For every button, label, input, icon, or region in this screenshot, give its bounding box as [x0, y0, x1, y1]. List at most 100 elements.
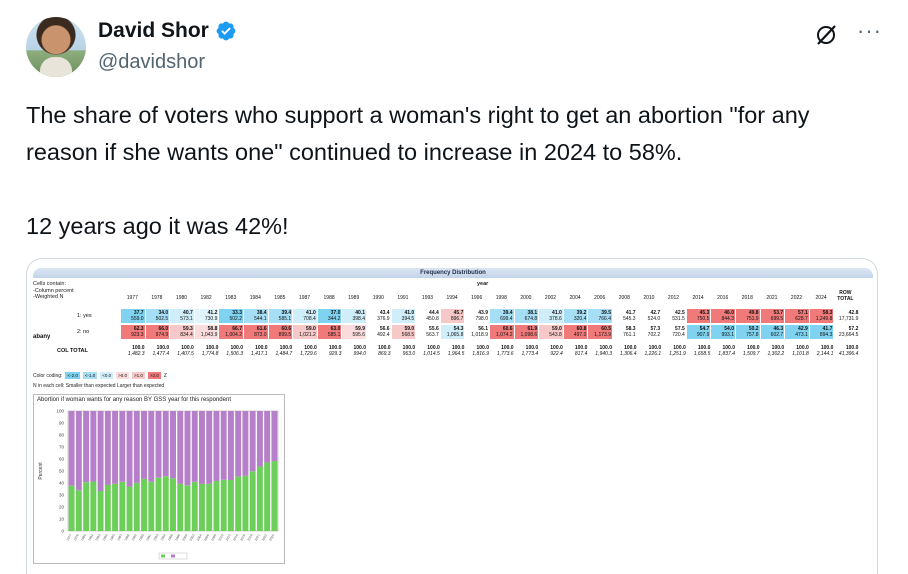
crosstab-cell: 54.0 993.1	[711, 325, 735, 339]
crosstab-cell: 38.4 544.1	[244, 309, 268, 323]
bar-no	[119, 411, 126, 482]
cell-weighted-n: 844.3	[721, 316, 734, 322]
cell-percent: 43.9	[478, 310, 488, 316]
cell-percent: 38.4	[256, 310, 267, 316]
bar-no	[249, 411, 256, 472]
tweet-media-image[interactable]: Frequency Distribution Cells contain: -C…	[26, 258, 878, 574]
col-total-n: 1,774.8	[201, 351, 219, 357]
x-tick-label: 1991	[145, 533, 152, 541]
cell-weighted-n: 378.6	[549, 316, 562, 322]
x-tick-label: 1990	[138, 533, 145, 541]
cell-percent: 40.7	[183, 310, 193, 316]
crosstab-cell: 41.0 394.5	[391, 309, 416, 323]
col-total-percent: 100.0	[476, 345, 489, 351]
cell-weighted-n: 894.3	[819, 332, 833, 338]
cell-percent: 34.0	[158, 310, 169, 316]
col-total-cell: 100.0 1,509.7	[736, 345, 760, 357]
col-total-n: 1,484.7	[275, 351, 293, 357]
bar-no	[235, 411, 242, 477]
cell-weighted-n: 544.1	[254, 316, 267, 322]
avatar[interactable]	[26, 17, 86, 77]
cell-weighted-n: 974.9	[155, 332, 169, 338]
crosstab-cell: 46.3 602.7	[760, 325, 785, 339]
crosstab-cell: 44.4 450.8	[416, 309, 440, 323]
col-total-percent: 100.0	[427, 345, 440, 351]
year-column-header: 1984	[249, 295, 261, 301]
row-total-cell: 57.2 23,664.5	[834, 325, 858, 339]
cell-percent: 56.6	[379, 326, 390, 332]
bar-no	[68, 411, 75, 486]
bar-no	[83, 411, 90, 483]
col-total-cell: 100.0 1,482.3	[121, 345, 145, 357]
cell-percent: 58.8	[207, 326, 218, 332]
col-total-n: 817.4	[574, 351, 588, 357]
cell-percent: 41.7	[625, 310, 636, 316]
crosstab-cell: 39.4 699.4	[490, 309, 514, 323]
author-display-name[interactable]: David Shor	[98, 19, 209, 42]
cell-weighted-n: 1,004.2	[225, 332, 242, 338]
cell-percent: 66.0	[158, 326, 169, 332]
year-column-header: 2022	[790, 295, 803, 301]
bar-yes	[90, 481, 97, 531]
more-icon[interactable]: ···	[857, 18, 882, 43]
bar-yes	[75, 490, 82, 531]
x-tick-label: 1985	[109, 533, 116, 541]
cell-weighted-n: 568.5	[401, 332, 415, 338]
year-column-header: 2021	[766, 295, 778, 301]
cell-percent: 44.4	[429, 310, 439, 316]
bar-yes	[141, 478, 148, 531]
cell-percent: 59.9	[355, 326, 365, 332]
y-tick-label: 0	[61, 529, 64, 534]
cell-weighted-n: 757.8	[746, 332, 759, 338]
col-total-n: 1,306.4	[619, 351, 637, 357]
cell-percent: 37.0	[330, 310, 341, 316]
cell-percent: 59.0	[404, 326, 415, 332]
crosstab-cell: 59.0 1,021.2	[293, 325, 317, 339]
grok-icon[interactable]	[814, 23, 838, 47]
x-tick-label: 1987	[116, 533, 123, 541]
crosstab-cell: 39.4 585.1	[268, 309, 293, 323]
cell-weighted-n: 730.9	[204, 316, 218, 322]
row-total-percent: 57.2	[848, 326, 859, 332]
bar-yes	[83, 482, 90, 531]
crosstab-cell: 59.3 834.4	[170, 325, 194, 339]
cell-percent: 66.7	[232, 326, 242, 332]
cell-weighted-n: 750.5	[696, 316, 710, 322]
crosstab-cell: 62.3 923.3	[121, 325, 145, 339]
cell-weighted-n: 720.4	[672, 332, 685, 338]
bar-yes	[112, 483, 119, 531]
crosstab-cell: 63.0 585.1	[317, 325, 342, 339]
cell-percent: 61.9	[527, 326, 538, 332]
crosstab-cell: 45.7 896.7	[440, 309, 465, 323]
color-swatch: >0.0	[116, 372, 130, 379]
bar-yes	[220, 479, 227, 531]
cell-weighted-n: 1,018.9	[471, 332, 488, 338]
col-total-percent: 100.0	[525, 345, 539, 351]
col-total-cell: 100.0 1,226.1	[638, 345, 662, 357]
cell-percent: 41.2	[207, 310, 218, 316]
cell-percent: 59.3	[183, 326, 193, 332]
crosstab-cell: 54.7 907.9	[686, 325, 711, 339]
year-column-header: 2008	[618, 295, 630, 301]
author-handle[interactable]: @davidshor	[98, 51, 206, 73]
legend-swatch-no	[171, 554, 175, 558]
col-total-percent: 100.0	[378, 345, 391, 351]
col-total-percent: 100.0	[353, 345, 366, 351]
col-total-cell: 100.0 1,964.5	[441, 345, 465, 357]
y-tick-label: 10	[59, 517, 65, 522]
bar-no	[213, 411, 220, 481]
bar-yes	[213, 480, 220, 531]
year-column-header: 2014	[692, 295, 704, 301]
bar-no	[206, 411, 213, 484]
color-swatch: <0.0	[100, 372, 114, 379]
cell-weighted-n: 398.4	[352, 316, 365, 322]
crosstab-cell: 60.8 497.0	[563, 325, 588, 339]
col-total-cell: 100.0 1,658.5	[687, 345, 711, 357]
x-tick-label: 1978	[73, 533, 80, 541]
col-total-cell: 100.0 994.0	[342, 345, 366, 357]
x-tick-label: 2004	[196, 533, 203, 541]
crosstab-cell: 39.2 320.4	[563, 309, 588, 323]
cell-percent: 58.3	[625, 326, 636, 332]
cell-percent: 54.3	[453, 326, 464, 332]
bar-no	[227, 411, 234, 480]
